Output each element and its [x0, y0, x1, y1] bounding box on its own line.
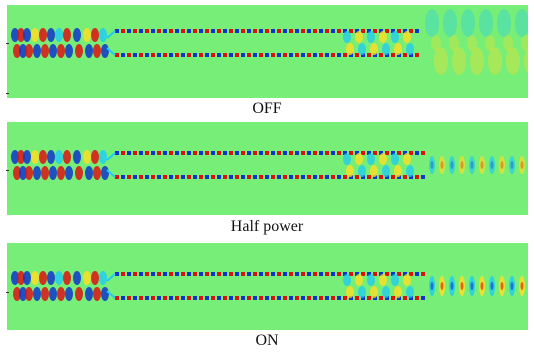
- field-map-half: [7, 122, 528, 215]
- axis-tick: [6, 292, 9, 293]
- field-panel-off: [7, 5, 528, 117]
- field-panel-on: [7, 243, 528, 355]
- field-image-on: [7, 243, 528, 330]
- axis-tick: [6, 93, 9, 94]
- field-image-half: [7, 122, 528, 215]
- field-map-on: [7, 243, 528, 330]
- caption-on: ON: [255, 332, 279, 349]
- caption-half: Half power: [230, 218, 304, 235]
- axis-tick: [6, 170, 9, 171]
- caption-off: OFF: [252, 100, 282, 117]
- field-map-off: [7, 5, 528, 98]
- field-image-off: [7, 5, 528, 98]
- field-panel-half: [7, 122, 528, 234]
- axis-tick: [6, 43, 9, 44]
